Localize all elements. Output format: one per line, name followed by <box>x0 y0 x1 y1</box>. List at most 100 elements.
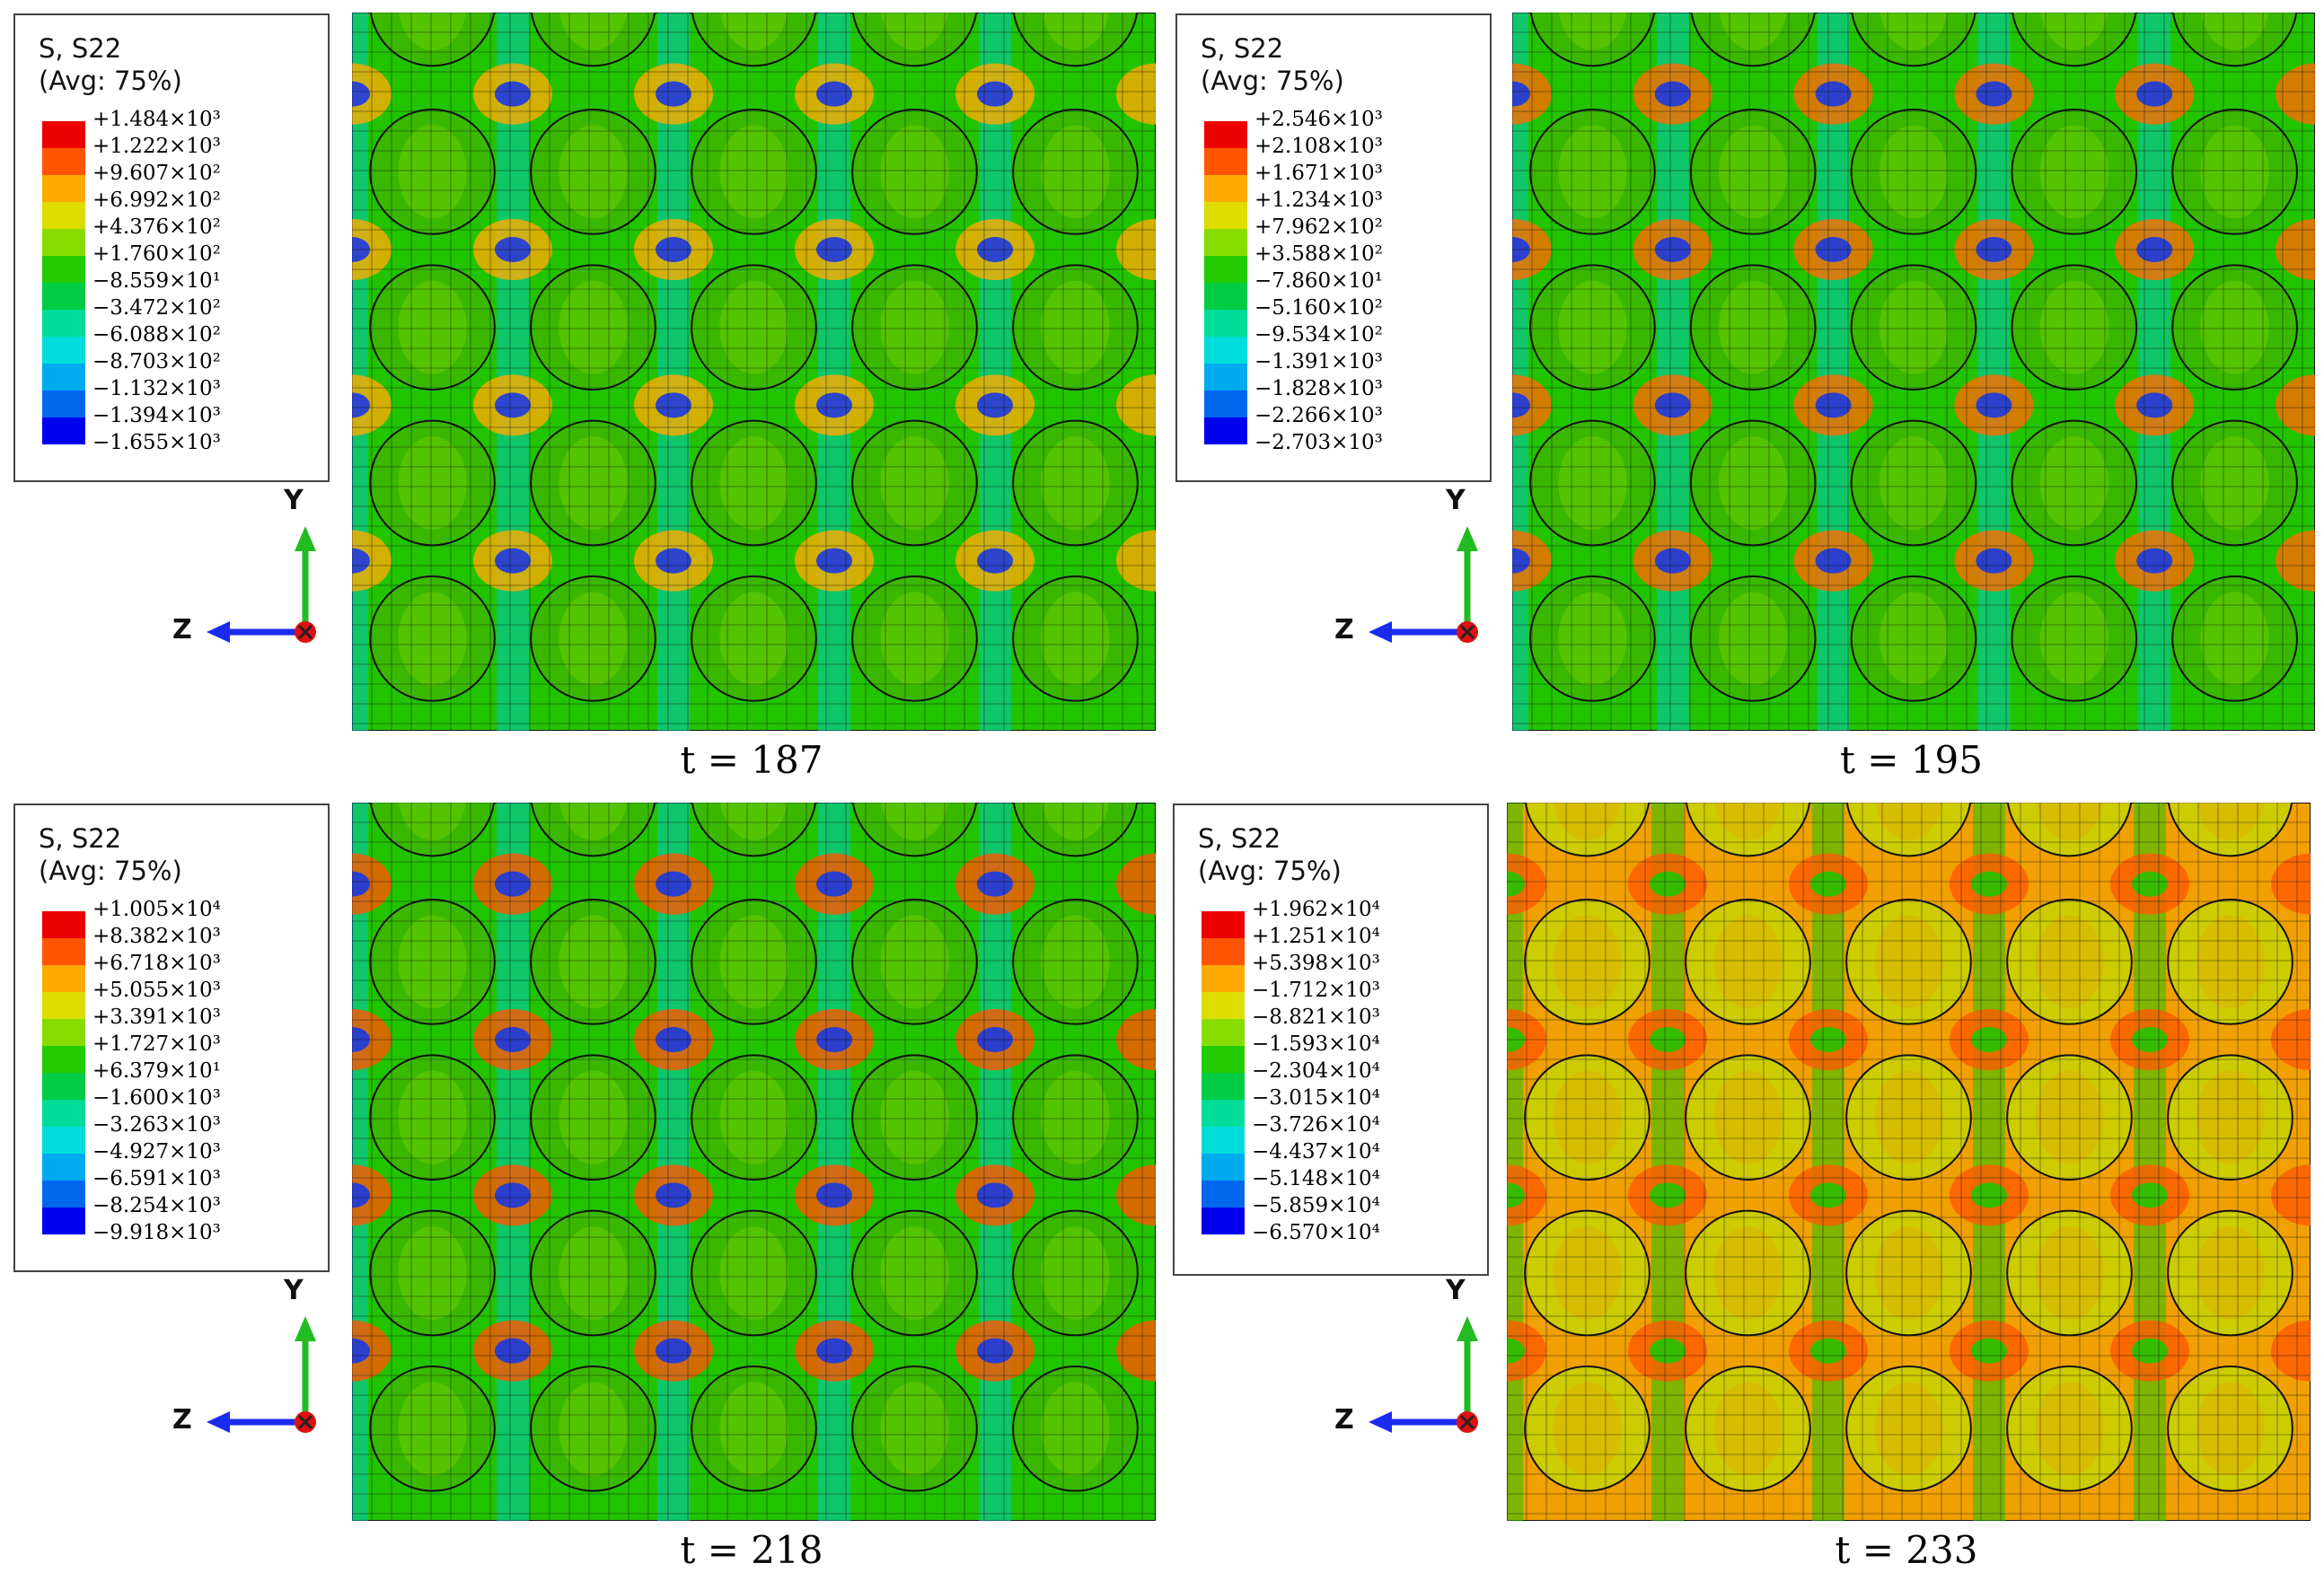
legend-swatch <box>42 391 85 417</box>
stress-node <box>2132 1182 2168 1208</box>
stress-node <box>656 81 691 107</box>
legend-level-label: +1.005×10⁴ <box>92 898 221 921</box>
z-axis-label: Z <box>1334 1404 1354 1436</box>
legend-swatch <box>42 283 85 310</box>
legend-swatch <box>1204 202 1247 229</box>
stress-band <box>1651 803 1684 1521</box>
legend-level-label: +1.727×10³ <box>92 1032 221 1056</box>
legend-level-label: −1.391×10³ <box>1254 350 1383 373</box>
legend-level-label: +9.607×10² <box>92 162 221 185</box>
sphere-highlight <box>398 1070 467 1164</box>
sphere-highlight <box>2201 13 2269 50</box>
stress-node <box>656 392 691 418</box>
sphere-highlight <box>399 13 466 50</box>
legend-swatch <box>1204 121 1247 148</box>
hot-spot <box>1116 63 1156 125</box>
stress-band <box>1817 13 1850 731</box>
legend-swatch <box>42 1100 85 1127</box>
legend-level-label: +1.222×10³ <box>92 135 221 158</box>
stress-node <box>1650 1182 1686 1208</box>
stress-node <box>1971 1338 2007 1364</box>
legend-subtitle: (Avg: 75%) <box>39 856 182 886</box>
sphere-highlight <box>398 1382 467 1476</box>
legend-level-label: −3.472×10² <box>92 296 221 320</box>
stress-node <box>495 1182 531 1208</box>
legend-level-label: +3.391×10³ <box>92 1006 221 1029</box>
legend-level-label: −1.828×10³ <box>1254 377 1383 400</box>
legend-swatch <box>1202 1181 1245 1208</box>
sphere-highlight <box>720 13 788 50</box>
sphere-highlight <box>1041 125 1110 219</box>
sphere-highlight <box>719 915 788 1009</box>
sphere-highlight <box>559 280 628 374</box>
legend-level-label: −6.570×10⁴ <box>1252 1221 1380 1244</box>
stress-node <box>816 871 852 897</box>
stress-band <box>1977 13 2011 731</box>
y-axis-label: Y <box>284 1275 304 1306</box>
stress-node <box>2136 392 2173 418</box>
stress-node <box>656 548 691 574</box>
z-axis-label: Z <box>1334 614 1354 646</box>
sphere-highlight <box>2039 280 2108 374</box>
stress-node <box>1654 81 1691 107</box>
legend-level-label: −4.927×10³ <box>92 1140 221 1164</box>
legend-swatch <box>42 148 85 175</box>
sphere-highlight <box>398 915 467 1009</box>
legend-level-label: +1.234×10³ <box>1254 189 1383 212</box>
stress-node <box>816 1338 852 1364</box>
sphere-highlight <box>719 125 788 219</box>
contour-field <box>1512 13 2315 731</box>
legend-level-label: −8.703×10² <box>92 350 221 373</box>
sphere-highlight <box>1041 1070 1110 1164</box>
stress-node <box>2132 871 2168 897</box>
legend-level-label: −4.437×10⁴ <box>1252 1140 1380 1164</box>
legend-swatch <box>1202 938 1245 965</box>
legend-swatch <box>42 202 85 229</box>
z-arrow-head <box>1369 621 1392 643</box>
sphere-highlight <box>559 1070 628 1164</box>
stress-node <box>2136 548 2173 574</box>
legend-level-label: +1.671×10³ <box>1254 162 1383 185</box>
sphere-highlight <box>1041 915 1110 1009</box>
sphere-highlight <box>1042 13 1109 50</box>
stress-node <box>1512 81 1530 107</box>
stress-node <box>1971 1182 2007 1208</box>
triad-arrows <box>207 1316 316 1433</box>
legend-swatch <box>1202 992 1245 1019</box>
legend-level-label: −5.859×10⁴ <box>1252 1194 1380 1217</box>
stress-node <box>1507 1182 1525 1208</box>
stress-node <box>352 392 370 418</box>
legend-title: S, S22 <box>39 33 122 64</box>
sphere-highlight <box>720 803 788 840</box>
legend-swatch <box>42 992 85 1019</box>
sphere-highlight <box>398 436 467 530</box>
sphere-highlight <box>1879 436 1949 530</box>
sphere-highlight <box>1713 1070 1783 1164</box>
stress-node <box>1507 871 1525 897</box>
sphere-highlight <box>1875 803 1942 840</box>
stress-node <box>352 1338 370 1364</box>
sphere-highlight <box>1041 280 1110 374</box>
sphere-highlight <box>1558 592 1627 686</box>
contour-field <box>352 13 1156 731</box>
legend-swatch <box>42 229 85 256</box>
hot-spot <box>2276 63 2315 125</box>
sphere-highlight <box>2035 1226 2104 1320</box>
legend-level-label: −2.266×10³ <box>1254 404 1383 427</box>
legend-level-label: −9.534×10² <box>1254 323 1383 347</box>
sphere-highlight <box>1042 803 1109 840</box>
legend-swatch <box>42 1127 85 1154</box>
sphere-highlight <box>719 592 788 686</box>
legend-swatch <box>1202 1019 1245 1046</box>
sphere-highlight <box>2196 1070 2265 1164</box>
legend: S, S22 (Avg: 75%) +1.962×10⁴ +1.251×10⁴ +5.3… <box>1173 804 1489 1276</box>
stress-node <box>1650 1338 1686 1364</box>
stress-node <box>977 871 1013 897</box>
sphere-highlight <box>881 803 948 840</box>
legend-swatch <box>1204 417 1247 444</box>
sphere-highlight <box>719 1226 788 1320</box>
sphere-highlight <box>2039 125 2108 219</box>
sphere-highlight <box>880 1070 949 1164</box>
sphere-highlight <box>880 125 949 219</box>
